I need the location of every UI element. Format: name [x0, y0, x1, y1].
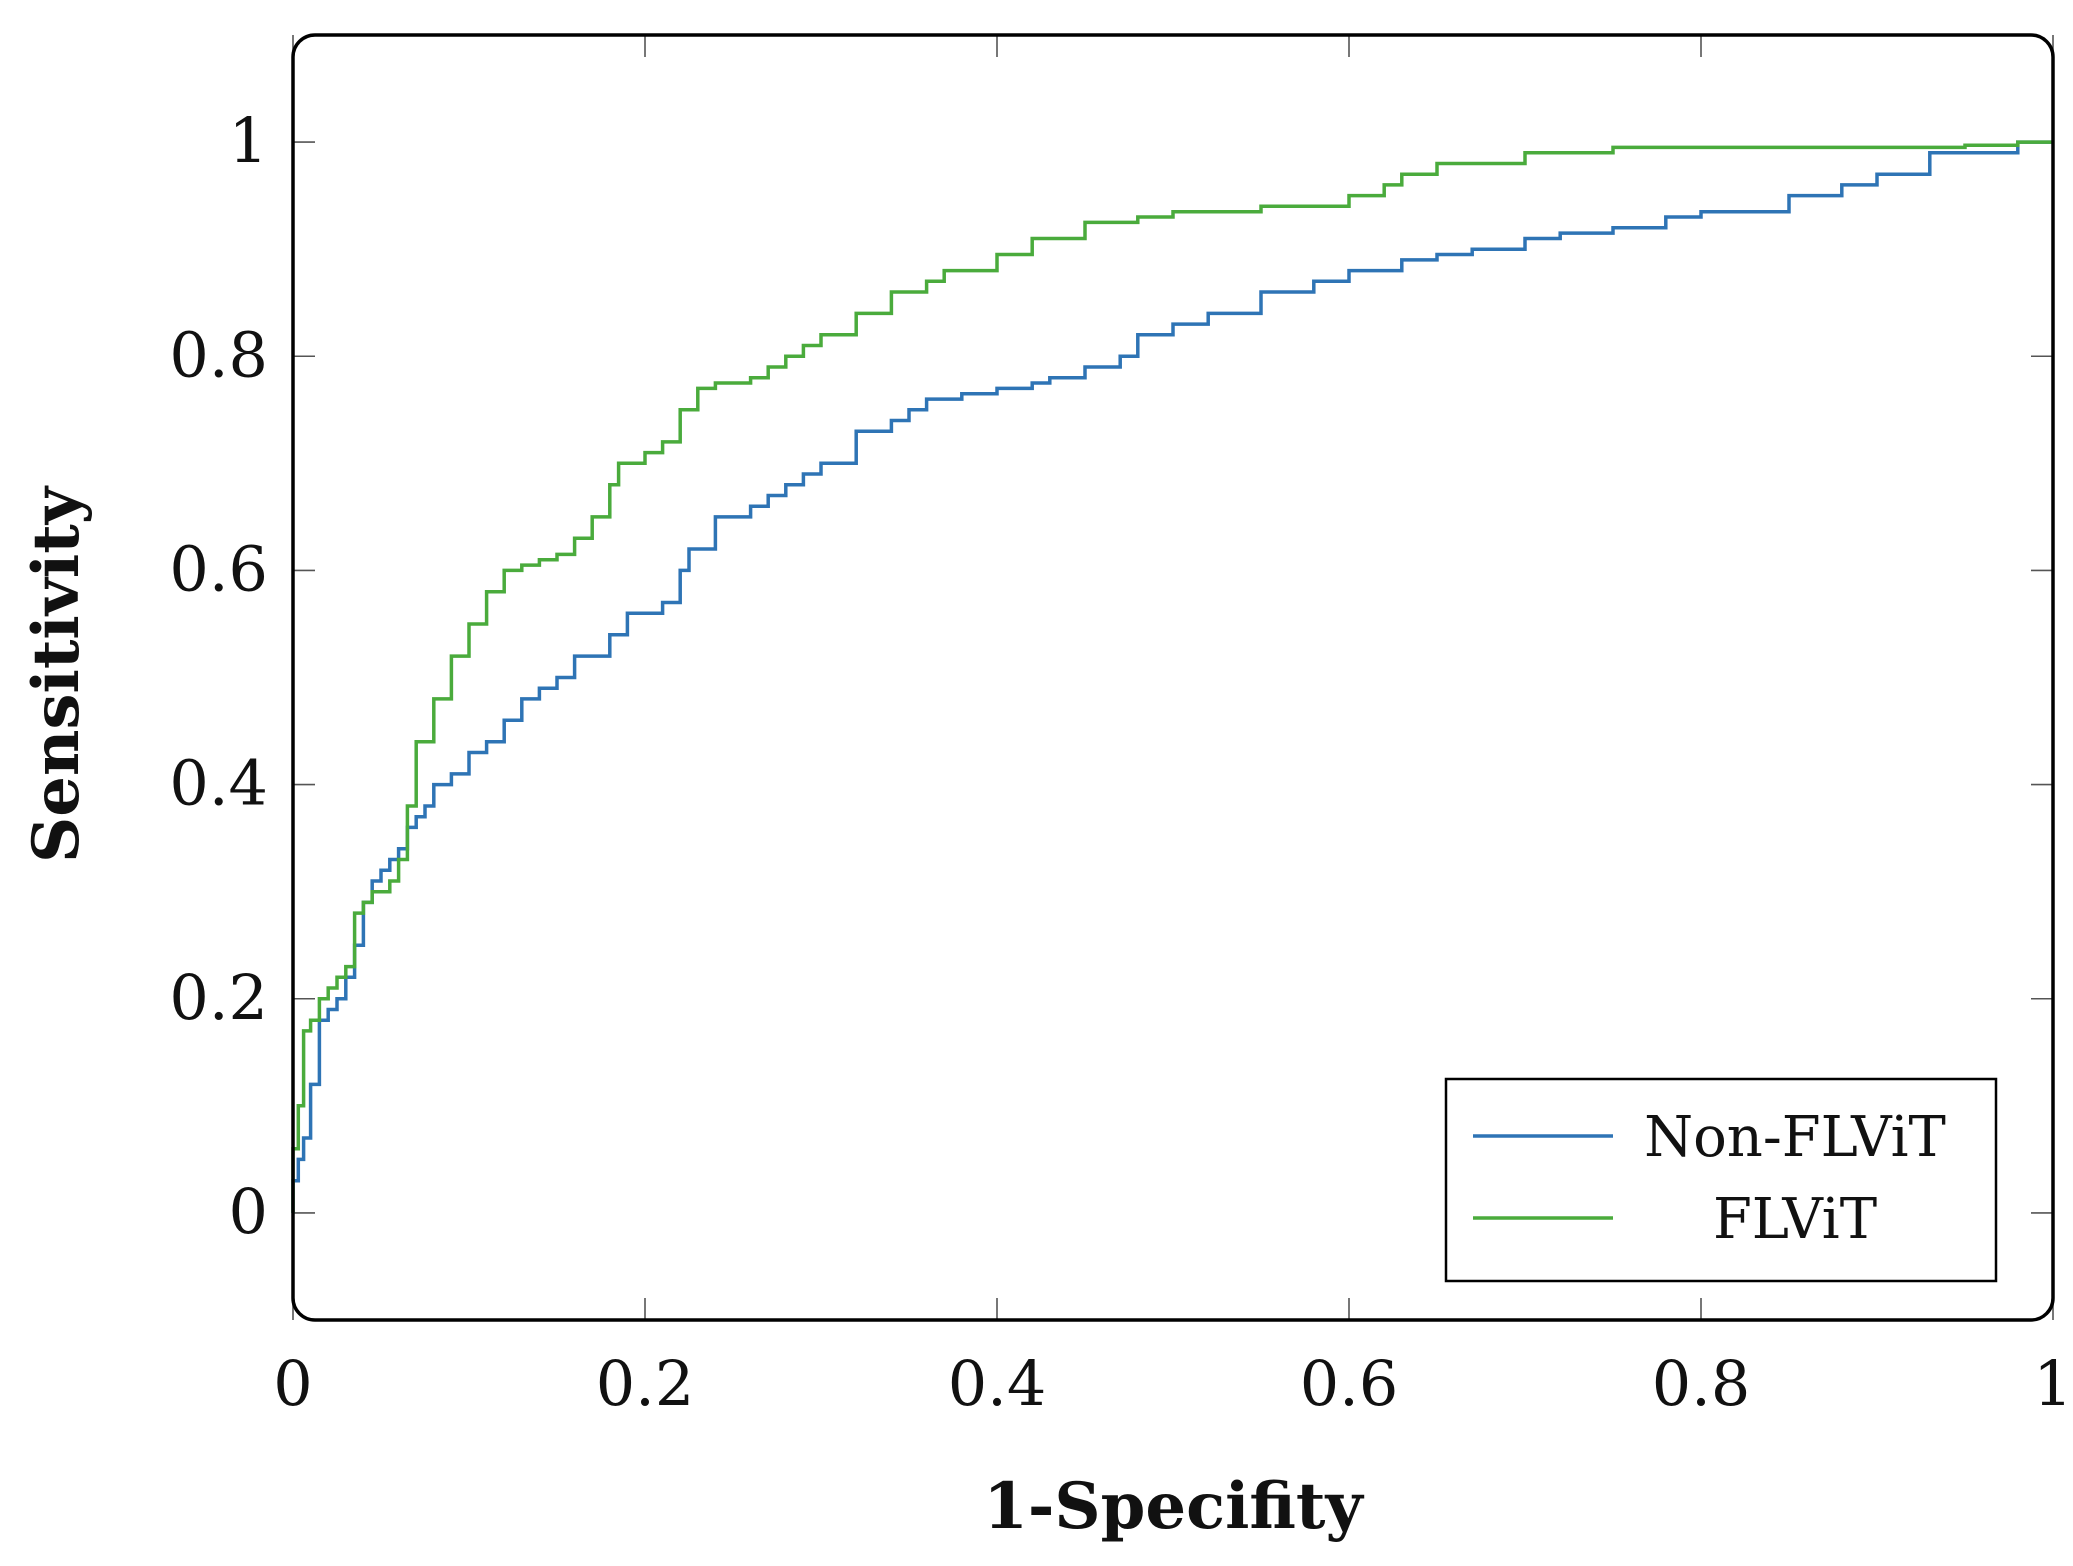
- y-tick-label: 0.2: [169, 961, 268, 1034]
- axis-ticks: [292, 35, 2054, 1320]
- x-axis-title: 1-Specifity: [983, 1469, 1364, 1544]
- x-tick-label: 0: [273, 1347, 312, 1420]
- series-line-non-flvit: [291, 140, 2053, 1213]
- y-axis-title: Sensitivity: [19, 485, 94, 863]
- y-tick-label: 0: [229, 1175, 268, 1248]
- plot-frame: [291, 33, 2055, 1322]
- tick-labels: 0 0.2 0.4 0.6 0.8 1 0 0.2 0.4 0.6 0.8 1: [169, 104, 2072, 1420]
- legend-box: [1444, 1077, 1998, 1283]
- x-tick-label: 1: [2033, 1347, 2072, 1420]
- legend-label-flvit: FLViT: [1713, 1187, 1877, 1252]
- x-tick-label: 0.6: [1300, 1347, 1399, 1420]
- x-tick-label: 0.2: [596, 1347, 695, 1420]
- legend: Non-FLViT FLViT: [1444, 1077, 1998, 1283]
- x-tick-label: 0.8: [1652, 1347, 1751, 1420]
- y-tick-label: 0.6: [169, 532, 268, 605]
- legend-label-non-flvit: Non-FLViT: [1644, 1105, 1946, 1170]
- y-tick-label: 0.4: [169, 747, 268, 820]
- x-tick-label: 0.4: [948, 1347, 1047, 1420]
- y-tick-label: 1: [229, 104, 268, 177]
- y-tick-label: 0.8: [169, 318, 268, 391]
- series-lines: [291, 140, 2053, 1213]
- series-line-flvit: [291, 140, 2053, 1213]
